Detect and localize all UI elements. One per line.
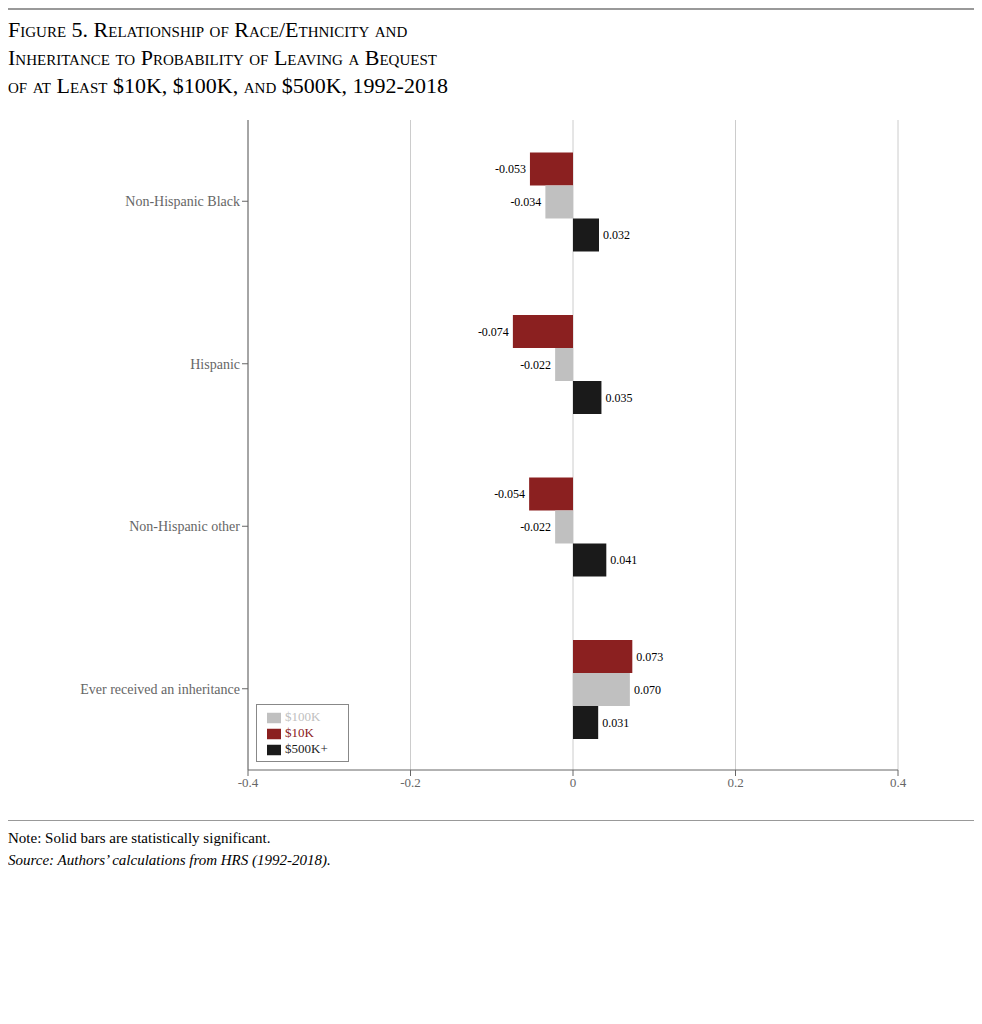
svg-text:0.2: 0.2 bbox=[727, 775, 743, 790]
html-text:$500K+: $500K+ bbox=[285, 741, 328, 756]
svg-text:Ever received an inheritance: Ever received an inheritance bbox=[80, 682, 240, 697]
svg-text:0.4: 0.4 bbox=[890, 775, 907, 790]
svg-text:0.031: 0.031 bbox=[602, 716, 629, 730]
svg-text:-0.022: -0.022 bbox=[520, 358, 551, 372]
svg-text:-0.2: -0.2 bbox=[400, 775, 421, 790]
svg-text:Non-Hispanic Black: Non-Hispanic Black bbox=[125, 194, 240, 209]
html-text:Note: Solid bars are statistic: Note: Solid bars are statistically signi… bbox=[8, 830, 271, 846]
html-text:$100K: $100K bbox=[285, 709, 321, 724]
html-text:of at Least $10K, $100K, and $: of at Least $10K, $100K, and $500K, 1992… bbox=[8, 73, 448, 98]
html-text:Figure 5. Relationship of Race: Figure 5. Relationship of Race/Ethnicity… bbox=[8, 17, 408, 42]
html-text:Inheritance to Probability of: Inheritance to Probability of Leaving a … bbox=[8, 45, 437, 70]
html-text:$10K: $10K bbox=[285, 725, 314, 740]
svg-text:-0.053: -0.053 bbox=[495, 162, 526, 176]
svg-text:0.035: 0.035 bbox=[605, 391, 632, 405]
svg-text:Hispanic: Hispanic bbox=[190, 357, 240, 372]
svg-text:0.070: 0.070 bbox=[634, 683, 661, 697]
svg-text:-0.074: -0.074 bbox=[478, 325, 509, 339]
svg-text:Non-Hispanic other: Non-Hispanic other bbox=[129, 519, 240, 534]
svg-text:0.032: 0.032 bbox=[603, 228, 630, 242]
svg-text:-0.4: -0.4 bbox=[238, 775, 259, 790]
svg-text:0: 0 bbox=[570, 775, 577, 790]
svg-text:-0.034: -0.034 bbox=[510, 195, 541, 209]
svg-text:0.073: 0.073 bbox=[636, 650, 663, 664]
svg-text:0.041: 0.041 bbox=[610, 553, 637, 567]
svg-text:-0.022: -0.022 bbox=[520, 520, 551, 534]
svg-text:-0.054: -0.054 bbox=[494, 487, 525, 501]
html-text:Source: Authors’ calculations: Source: Authors’ calculations from HRS (… bbox=[8, 852, 331, 868]
